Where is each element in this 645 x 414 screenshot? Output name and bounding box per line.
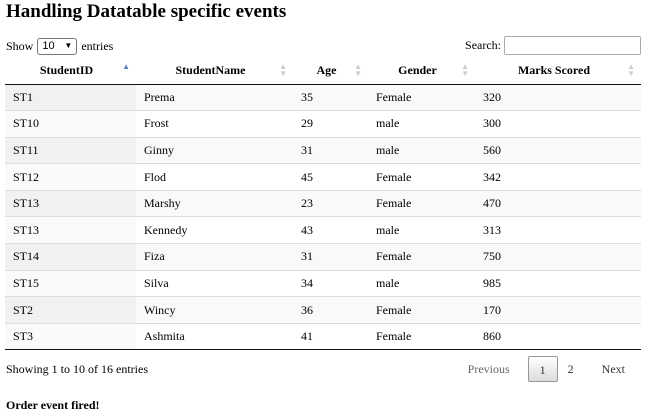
sort-both-icon: ▲ ▼ xyxy=(461,62,469,78)
cell-studentname: Flod xyxy=(136,163,293,191)
cell-studentname: Marshy xyxy=(136,189,293,217)
cell-studentname: Ashmita xyxy=(136,322,293,351)
cell-gender: male xyxy=(368,216,475,244)
cell-marks: 470 xyxy=(475,189,641,217)
table-row: ST2 Wincy 36 Female 170 xyxy=(5,296,641,324)
cell-studentid: ST1 xyxy=(5,84,136,111)
cell-studentname: Fiza xyxy=(136,243,293,271)
cell-marks: 985 xyxy=(475,269,641,297)
cell-gender: Female xyxy=(368,163,475,191)
pagination: Previous 1 2 Next xyxy=(458,356,635,382)
cell-age: 23 xyxy=(293,189,368,217)
table-row: ST12 Flod 45 Female 342 xyxy=(5,163,641,191)
cell-studentid: ST2 xyxy=(5,296,136,324)
cell-studentid: ST12 xyxy=(5,163,136,191)
cell-studentname: Ginny xyxy=(136,136,293,164)
page-title: Handling Datatable specific events xyxy=(6,1,287,22)
cell-age: 31 xyxy=(293,243,368,271)
table-row: ST13 Kennedy 43 male 313 xyxy=(5,216,641,244)
table-row: ST13 Marshy 23 Female 470 xyxy=(5,189,641,217)
length-control: Show 10 ▼ entries xyxy=(6,37,113,55)
cell-gender: Female xyxy=(368,296,475,324)
cell-age: 36 xyxy=(293,296,368,324)
cell-marks: 342 xyxy=(475,163,641,191)
cell-gender: male xyxy=(368,110,475,138)
cell-gender: Female xyxy=(368,243,475,271)
students-table: StudentID ▲▼ StudentName ▲▼ Age ▲▼ Gende… xyxy=(5,58,641,351)
cell-studentid: ST10 xyxy=(5,110,136,138)
column-header-age[interactable]: Age ▲ ▼ xyxy=(293,58,368,85)
cell-studentname: Frost xyxy=(136,110,293,138)
column-header-gender[interactable]: Gender ▲ ▼ xyxy=(368,58,475,85)
sort-both-icon: ▲ ▼ xyxy=(354,62,362,78)
column-header-studentname[interactable]: StudentName ▲ ▼ xyxy=(136,58,293,85)
column-header-studentid[interactable]: StudentID ▲▼ xyxy=(5,58,136,85)
cell-marks: 313 xyxy=(475,216,641,244)
cell-gender: Female xyxy=(368,189,475,217)
cell-marks: 320 xyxy=(483,89,501,104)
length-suffix: entries xyxy=(81,39,114,53)
table-row: ST14 Fiza 31 Female 750 xyxy=(5,243,641,271)
page-button-1[interactable]: 1 xyxy=(527,356,558,382)
table-row: ST10 Frost 29 male 300 xyxy=(5,110,641,138)
cell-age: 43 xyxy=(293,216,368,244)
table-row: ST1 Prema 35 Female 320 xyxy=(5,84,641,111)
entries-select-value: 10 xyxy=(42,40,55,52)
page-button-2[interactable]: 2 xyxy=(567,362,574,376)
cell-marks: 560 xyxy=(475,136,641,164)
cell-age: 45 xyxy=(293,163,368,191)
previous-button[interactable]: Previous xyxy=(467,362,510,376)
sort-both-icon: ▲ ▼ xyxy=(279,62,287,78)
cell-gender: Female xyxy=(368,322,475,351)
cell-studentname: Wincy xyxy=(136,296,293,324)
sort-both-icon: ▲ ▼ xyxy=(627,62,635,78)
cell-marks: 860 xyxy=(475,322,641,351)
cell-studentname: Kennedy xyxy=(136,216,293,244)
cell-studentid: ST14 xyxy=(5,243,136,271)
table-header-row: StudentID ▲▼ StudentName ▲▼ Age ▲▼ Gende… xyxy=(5,58,641,85)
cell-age: 41 xyxy=(293,322,368,351)
cell-studentid: ST13 xyxy=(5,189,136,217)
column-header-marks-scored[interactable]: Marks Scored ▲ ▼ xyxy=(475,58,641,85)
sort-ascending-icon: ▲▼ xyxy=(122,62,130,71)
cell-marks: 750 xyxy=(475,243,641,271)
cell-age: 35 xyxy=(301,89,313,104)
entries-select[interactable]: 10 ▼ xyxy=(37,37,78,55)
cell-age: 34 xyxy=(293,269,368,297)
table-row: ST11 Ginny 31 male 560 xyxy=(5,136,641,164)
cell-age: 31 xyxy=(293,136,368,164)
search-input[interactable] xyxy=(504,36,641,55)
next-button[interactable]: Next xyxy=(601,362,625,376)
cell-gender: male xyxy=(368,269,475,297)
search-control: Search: xyxy=(465,36,641,55)
table-row: ST15 Silva 34 male 985 xyxy=(5,269,641,297)
event-message: Order event fired! xyxy=(6,398,100,412)
cell-studentid: ST3 xyxy=(5,322,136,351)
cell-studentname: Silva xyxy=(136,269,293,297)
cell-studentid: ST13 xyxy=(5,216,136,244)
cell-studentid: ST15 xyxy=(5,269,136,297)
table-row: ST3 Ashmita 41 Female 860 xyxy=(5,322,641,351)
table-info: Showing 1 to 10 of 16 entries xyxy=(6,362,148,376)
cell-marks: 300 xyxy=(475,110,641,138)
cell-studentname: Prema xyxy=(144,89,175,104)
length-prefix: Show xyxy=(6,39,34,53)
search-label: Search: xyxy=(465,38,501,52)
cell-gender: male xyxy=(368,136,475,164)
cell-gender: Female xyxy=(376,89,412,104)
cell-age: 29 xyxy=(293,110,368,138)
cell-studentid: ST11 xyxy=(5,136,136,164)
cell-marks: 170 xyxy=(475,296,641,324)
chevron-down-icon: ▼ xyxy=(64,41,73,50)
